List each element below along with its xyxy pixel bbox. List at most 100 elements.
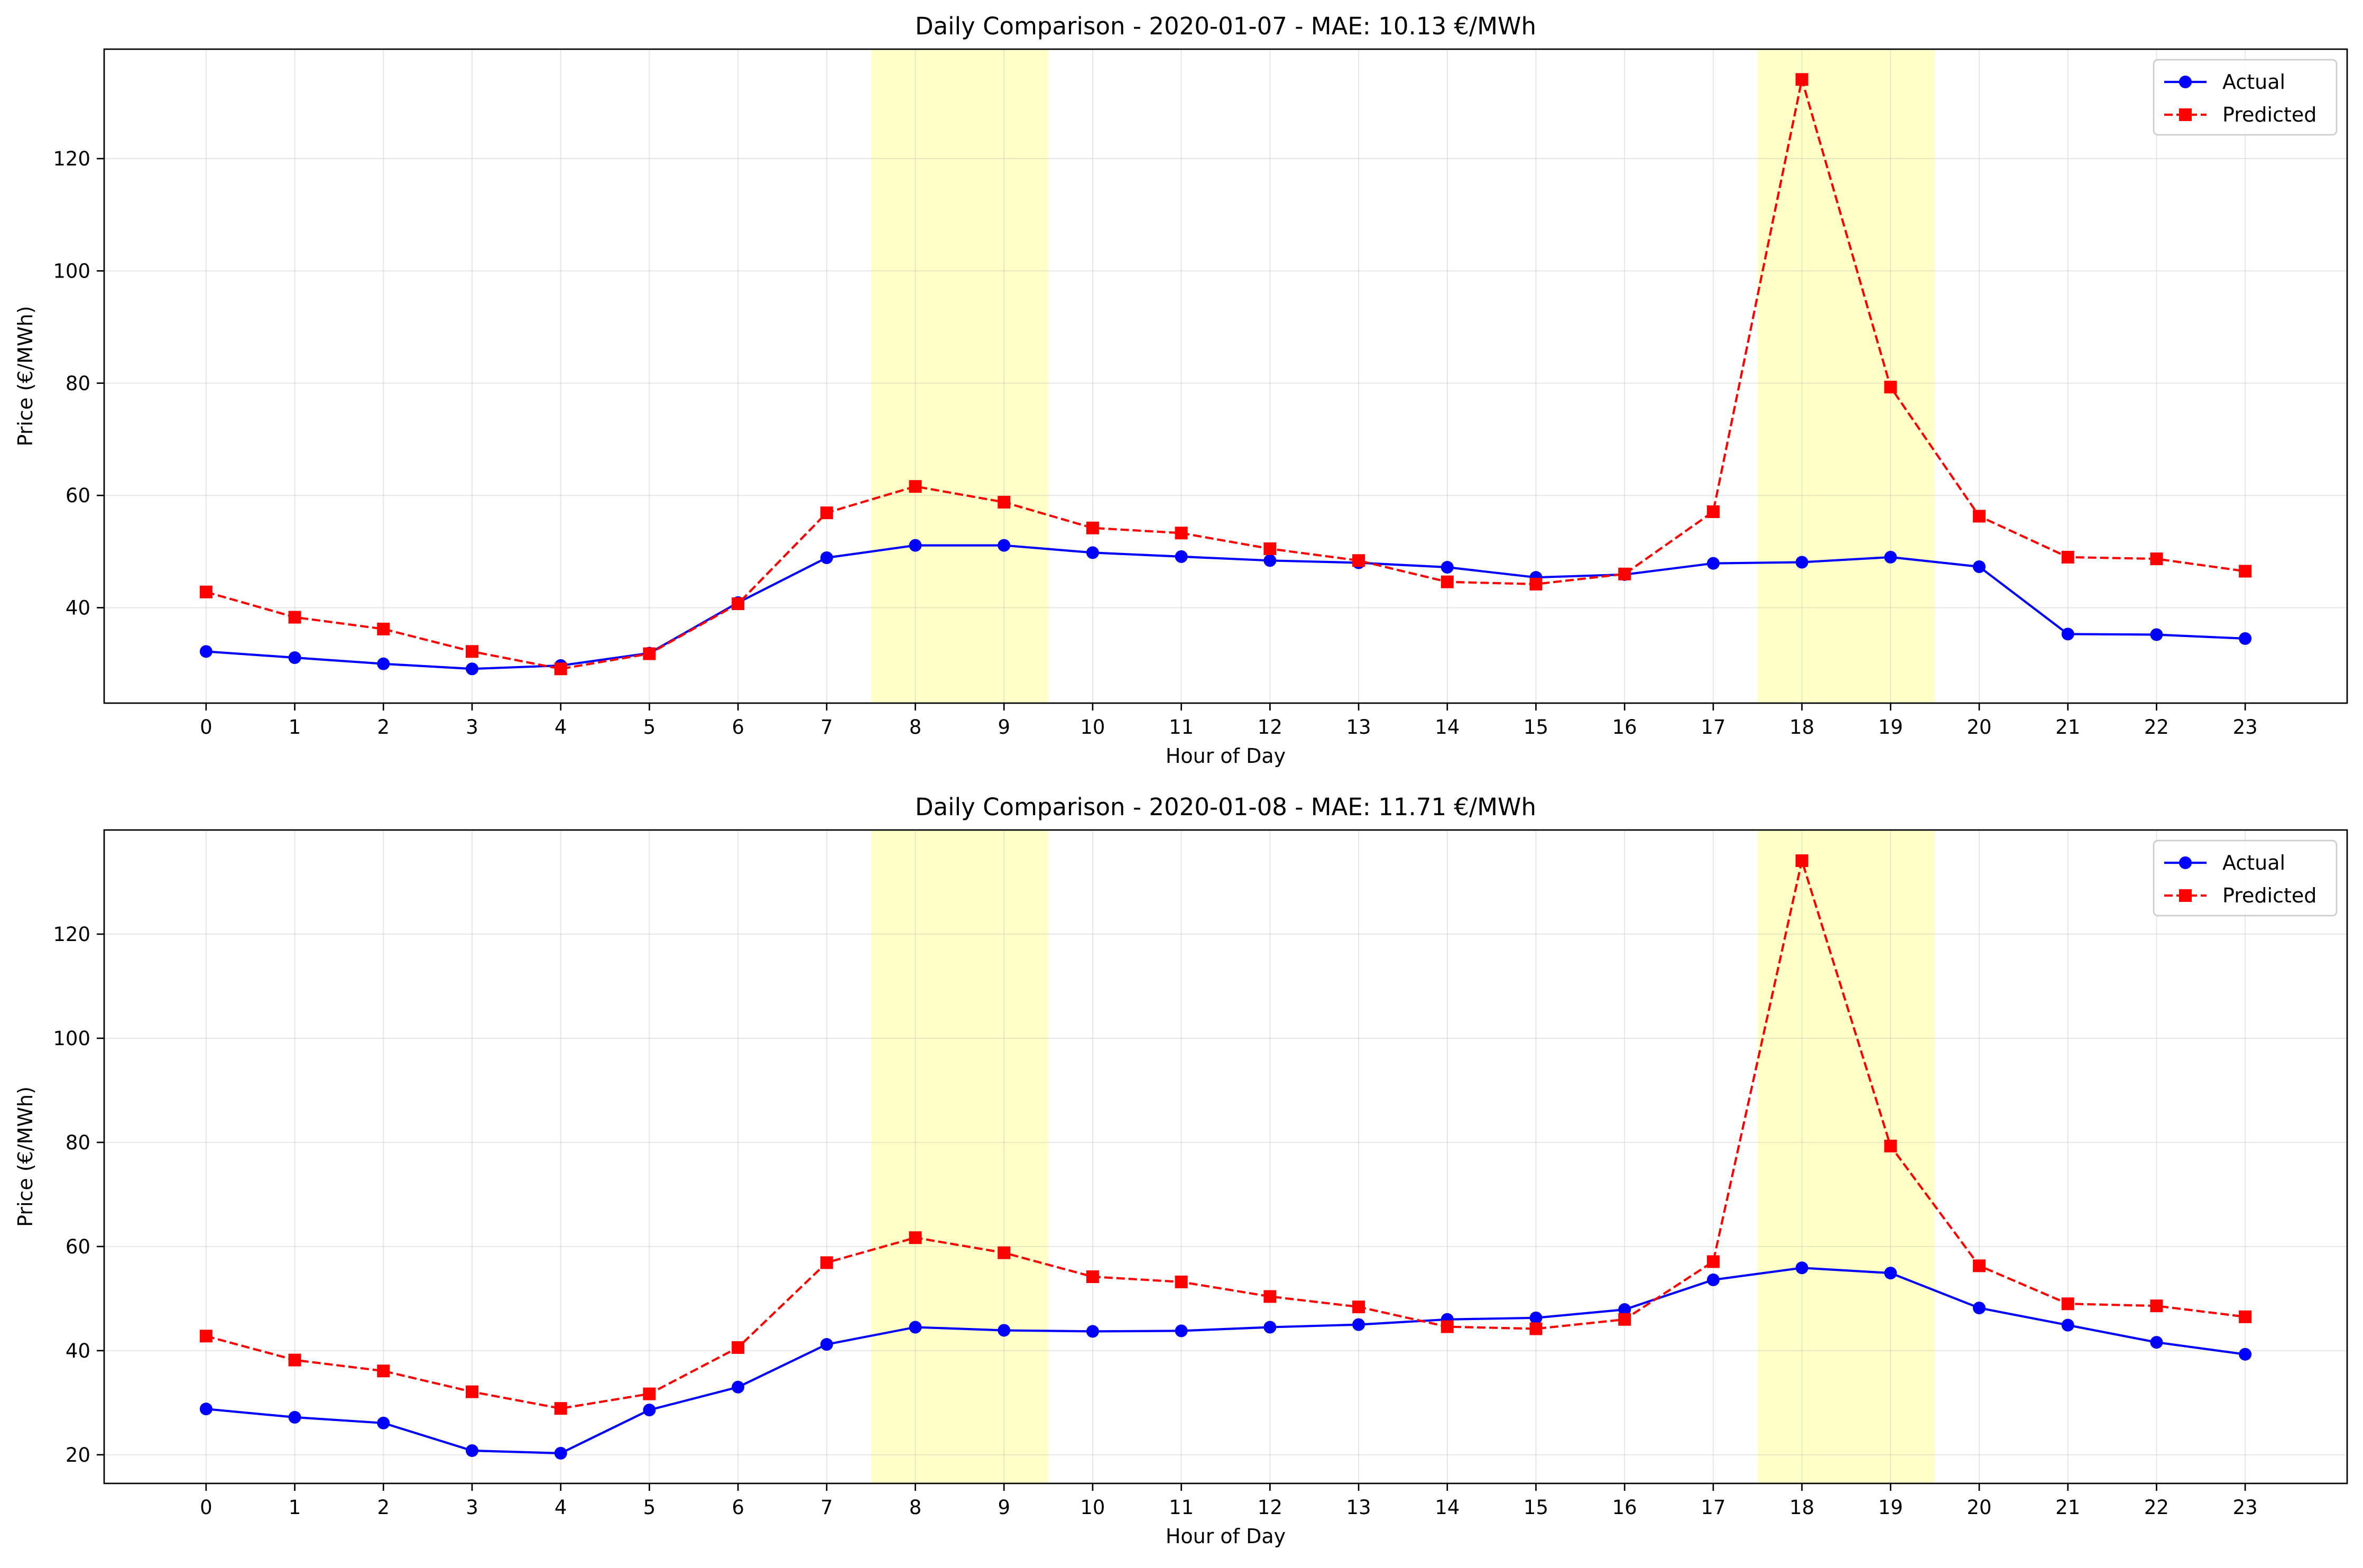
x-tick-label: 17 — [1701, 716, 1725, 739]
y-tick-label: 40 — [66, 1340, 90, 1362]
data-point-predicted — [1352, 554, 1365, 567]
y-tick-label: 60 — [66, 484, 90, 507]
data-point-predicted — [377, 1364, 390, 1378]
data-point-predicted — [1263, 542, 1277, 556]
data-point-actual — [1086, 546, 1099, 559]
data-point-actual — [2061, 628, 2074, 641]
x-tick-label: 22 — [2144, 1496, 2169, 1519]
data-point-actual — [2239, 632, 2252, 645]
data-point-actual — [1263, 554, 1277, 567]
data-point-predicted — [1175, 1275, 1188, 1288]
legend-label-predicted: Predicted — [2222, 884, 2316, 907]
data-point-actual — [1441, 561, 1454, 574]
highlight-band-2 — [1757, 830, 1935, 1483]
legend-label-actual: Actual — [2222, 70, 2285, 94]
data-point-actual — [1263, 1321, 1277, 1334]
data-point-actual — [465, 1444, 478, 1457]
data-point-predicted — [554, 1402, 567, 1415]
x-tick-label: 0 — [200, 1496, 213, 1519]
data-point-predicted — [2150, 552, 2163, 566]
x-tick-label: 3 — [466, 1496, 478, 1519]
legend: Actual Predicted — [2153, 59, 2338, 136]
x-tick-label: 8 — [909, 1496, 922, 1519]
y-tick-label: 80 — [66, 372, 90, 395]
x-tick-label: 13 — [1346, 1496, 1371, 1519]
x-tick-label: 7 — [820, 716, 833, 739]
data-point-actual — [1529, 1311, 1543, 1324]
data-point-actual — [732, 1380, 745, 1394]
data-point-actual — [909, 1321, 922, 1334]
data-point-actual — [998, 539, 1011, 552]
data-point-predicted — [288, 1353, 301, 1367]
data-point-actual — [1706, 557, 1720, 570]
data-point-predicted — [1441, 575, 1454, 588]
x-tick-label: 3 — [466, 716, 478, 739]
legend-marker-actual — [2179, 856, 2192, 869]
x-tick-label: 22 — [2144, 716, 2169, 739]
data-point-actual — [820, 1338, 833, 1351]
data-point-predicted — [1618, 1313, 1631, 1326]
chart-title: Daily Comparison - 2020-01-08 - MAE: 11.… — [915, 793, 1536, 821]
x-tick-label: 2 — [377, 716, 390, 739]
x-tick-label: 15 — [1524, 1496, 1548, 1519]
x-tick-label: 1 — [289, 1496, 301, 1519]
x-tick-label: 20 — [1967, 716, 1991, 739]
y-tick-label: 120 — [53, 923, 90, 946]
x-tick-label: 16 — [1612, 716, 1637, 739]
x-tick-label: 11 — [1169, 1496, 1194, 1519]
y-axis-label: Price (€/MWh) — [14, 306, 37, 447]
data-point-actual — [2150, 1336, 2163, 1349]
data-point-predicted — [1795, 854, 1808, 868]
x-tick-label: 11 — [1169, 716, 1194, 739]
data-point-actual — [1884, 550, 1897, 564]
x-tick-label: 10 — [1080, 716, 1105, 739]
x-tick-label: 8 — [909, 716, 922, 739]
x-axis-label: Hour of Day — [1166, 1525, 1286, 1548]
x-tick-label: 10 — [1080, 1496, 1105, 1519]
x-tick-label: 9 — [998, 716, 1010, 739]
series-line-predicted — [206, 859, 2246, 1410]
x-tick-label: 17 — [1701, 1496, 1725, 1519]
data-point-predicted — [732, 597, 745, 611]
x-tick-label: 21 — [2055, 1496, 2080, 1519]
data-point-predicted — [1795, 73, 1808, 86]
data-point-actual — [288, 651, 301, 664]
x-tick-label: 13 — [1346, 716, 1371, 739]
data-point-predicted — [1884, 1139, 1897, 1152]
y-tick-label: 100 — [53, 260, 90, 282]
legend-box — [2153, 840, 2338, 917]
y-axis-label: Price (€/MWh) — [14, 1086, 37, 1227]
x-tick-label: 7 — [820, 1496, 833, 1519]
x-tick-label: 12 — [1258, 1496, 1282, 1519]
legend-label-predicted: Predicted — [2222, 103, 2316, 126]
x-tick-label: 14 — [1435, 716, 1460, 739]
data-point-predicted — [465, 645, 478, 658]
data-point-predicted — [732, 1341, 745, 1354]
data-point-predicted — [2061, 1297, 2074, 1311]
x-tick-label: 6 — [732, 716, 744, 739]
data-point-actual — [2150, 628, 2163, 641]
x-tick-label: 9 — [998, 1496, 1010, 1519]
data-point-predicted — [998, 1246, 1011, 1259]
series-line-predicted — [206, 78, 2246, 670]
data-point-actual — [554, 1446, 567, 1460]
x-tick-label: 15 — [1524, 716, 1548, 739]
data-point-predicted — [1263, 1290, 1277, 1303]
x-tick-label: 16 — [1612, 1496, 1637, 1519]
data-point-actual — [1352, 1318, 1365, 1331]
y-tick-label: 40 — [66, 596, 90, 619]
data-point-predicted — [1973, 1259, 1986, 1272]
y-tick-label: 100 — [53, 1027, 90, 1050]
chart-panel-2: 0 1 2 3 4 5 6 7 8 9 10 11 12 13 14 15 16 17 18 19 20 21 22 2320… — [14, 793, 2348, 1548]
x-tick-label: 18 — [1789, 1496, 1814, 1519]
data-point-predicted — [820, 506, 833, 520]
data-point-predicted — [2150, 1299, 2163, 1313]
data-point-actual — [998, 1324, 1011, 1337]
legend-box — [2153, 59, 2338, 136]
highlight-band-2 — [1757, 49, 1935, 703]
data-point-actual — [2061, 1318, 2074, 1332]
data-point-predicted — [643, 1387, 656, 1400]
x-tick-label: 23 — [2233, 1496, 2258, 1519]
x-tick-label: 0 — [200, 716, 213, 739]
x-tick-label: 5 — [643, 716, 656, 739]
